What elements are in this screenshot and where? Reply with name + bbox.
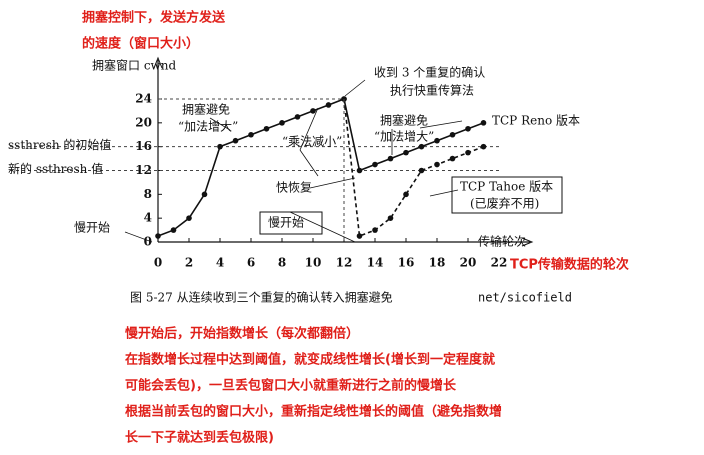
data-point xyxy=(155,233,161,239)
pointer xyxy=(344,79,366,97)
data-point xyxy=(403,149,409,156)
series-line xyxy=(157,97,484,237)
annotation: “加法增大” xyxy=(178,120,238,134)
title: 拥塞控制下，发送方发送 xyxy=(82,10,226,26)
x-arrow xyxy=(521,237,534,247)
x-axis-note: TCP传输数据的轮次 xyxy=(510,257,629,273)
data-point xyxy=(201,191,208,198)
reference-label: 新的 ssthresh 值 xyxy=(8,161,103,176)
data-point xyxy=(465,149,471,156)
pointer xyxy=(299,107,319,151)
label-box xyxy=(451,176,563,214)
pointer xyxy=(429,189,459,197)
series-label: TCP Tahoe 版本 xyxy=(460,180,553,194)
y-axis-label: 拥塞窗口 cwnd xyxy=(92,58,177,73)
data-point xyxy=(480,143,487,150)
data-point xyxy=(248,131,254,138)
annotation: 快恢复 xyxy=(276,181,312,195)
data-point xyxy=(387,155,394,162)
data-point xyxy=(403,191,409,198)
data-point xyxy=(294,114,301,120)
data-point xyxy=(217,143,223,150)
data-point xyxy=(186,215,192,221)
annotation: 执行快重传算法 xyxy=(390,83,474,98)
x-tick-label: 8 xyxy=(278,256,286,270)
annotation: 拥塞避免 xyxy=(380,113,428,128)
pointer xyxy=(289,211,356,243)
note: 长一下子就达到丢包极限) xyxy=(125,430,274,446)
x-tick-label: 0 xyxy=(154,256,162,270)
x-tick-label: 14 xyxy=(367,256,384,270)
data-point xyxy=(387,215,394,221)
data-point xyxy=(232,137,239,144)
annotation: 收到 3 个重复的确认 xyxy=(374,65,485,80)
x-tick-label: 6 xyxy=(247,256,255,270)
series-note: (已废弃不用) xyxy=(470,196,539,211)
reference-label: ssthresh 的初始值 xyxy=(8,137,111,152)
data-point xyxy=(480,120,487,126)
pointer xyxy=(299,149,319,177)
x-tick-label: 10 xyxy=(305,256,322,270)
y-arrow xyxy=(153,56,163,69)
note: 在指数增长过程中达到阈值，就变成线性增长(增长到一定程度就 xyxy=(125,352,495,368)
data-point xyxy=(356,167,363,174)
data-point xyxy=(325,102,332,108)
note: 可能会丢包)，一旦丢包窗口大小就重新进行之前的慢增长 xyxy=(125,378,457,394)
x-axis-label: 传输轮次 xyxy=(478,234,526,249)
data-point xyxy=(310,108,316,114)
pointer xyxy=(124,231,153,243)
caption: 图 5-27 从连续收到三个重复的确认转入拥塞避免 xyxy=(130,290,393,305)
data-point xyxy=(356,233,363,239)
data-point xyxy=(372,227,378,233)
pointer xyxy=(309,177,356,189)
data-point xyxy=(372,161,378,168)
y-tick-label: 8 xyxy=(144,187,152,201)
series-label: TCP Reno 版本 xyxy=(492,114,580,128)
annotation: 拥塞避免 xyxy=(182,102,230,117)
x-tick-label: 16 xyxy=(398,256,415,270)
data-point xyxy=(418,143,425,150)
data-point xyxy=(434,161,440,168)
note: 慢开始后，开始指数增长（每次都翻倍） xyxy=(125,326,359,342)
x-tick-label: 22 xyxy=(491,256,508,270)
y-tick-label: 24 xyxy=(135,92,152,106)
annotation: 慢开始 xyxy=(268,216,304,230)
watermark: net/sicofield xyxy=(478,291,572,305)
annotation: “加法增大” xyxy=(374,130,434,144)
annotation: “乘法减小” xyxy=(282,135,342,149)
data-point xyxy=(279,120,285,126)
x-tick-label: 2 xyxy=(185,256,193,270)
x-tick-label: 20 xyxy=(460,256,477,270)
note: 根据当前丢包的窗口大小，重新指定线性增长的阈值（避免指数增 xyxy=(125,404,502,420)
x-tick-label: 12 xyxy=(336,256,353,270)
data-point xyxy=(263,125,270,132)
data-point xyxy=(465,125,471,132)
x-tick-label: 4 xyxy=(216,256,224,270)
y-tick-label: 20 xyxy=(135,115,152,129)
data-point xyxy=(449,155,456,162)
data-point xyxy=(434,137,440,144)
x-tick-label: 18 xyxy=(429,256,446,270)
title: 的速度（窗口大小） xyxy=(82,36,199,52)
y-tick-label: 0 xyxy=(144,235,152,249)
data-point xyxy=(170,227,177,233)
pointer xyxy=(209,117,231,131)
label-box xyxy=(259,211,323,235)
y-tick-label: 4 xyxy=(144,211,152,225)
data-point xyxy=(449,131,456,138)
data-point xyxy=(418,167,425,174)
annotation: 慢开始 xyxy=(74,221,110,235)
pointer xyxy=(419,120,463,129)
